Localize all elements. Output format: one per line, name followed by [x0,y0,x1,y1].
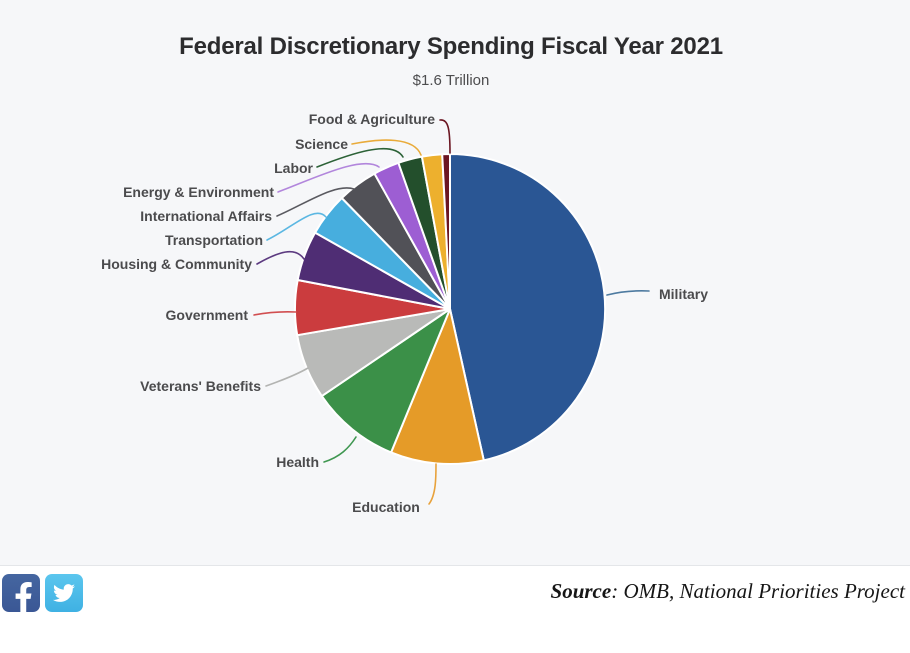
leader-line-military [606,290,650,296]
pie-slice-food-agriculture[interactable] [441,153,451,310]
leader-line-veterans-benefits [265,367,309,387]
slice-label-transportation: Transportation [165,232,263,248]
source-text: Source: OMB, National Priorities Project [551,579,905,604]
leader-line-housing-community [256,250,305,265]
pie-slice-education[interactable] [390,308,485,465]
leader-line-energy-environment [277,162,380,193]
slice-label-labor: Labor [274,160,313,176]
facebook-icon [15,582,32,612]
footer-bar: Source: OMB, National Priorities Project [0,565,910,653]
slice-label-international-affairs: International Affairs [140,208,272,224]
facebook-share-button[interactable] [2,574,40,612]
leader-line-science [351,139,422,156]
source-detail: : OMB, National Priorities Project [611,579,905,603]
pie-slice-military[interactable] [449,153,607,462]
slice-label-veterans-benefits: Veterans' Benefits [140,378,261,394]
twitter-share-button[interactable] [45,574,83,612]
slice-label-energy-environment: Energy & Environment [123,184,274,200]
slice-label-housing-community: Housing & Community [101,256,252,272]
leader-line-transportation [266,212,327,241]
leader-line-food-agriculture [439,119,451,154]
slice-label-food-agriculture: Food & Agriculture [309,111,435,127]
leader-line-international-affairs [276,187,355,217]
chart-subtitle: $1.6 Trillion [412,72,490,89]
social-buttons [2,574,83,612]
leader-line-labor [316,147,404,168]
leader-line-health [323,436,357,463]
slice-label-government: Government [166,307,249,323]
slice-label-military: Military [659,286,708,302]
slice-label-education: Education [352,499,420,515]
source-label: Source [550,579,612,603]
slice-label-health: Health [276,454,319,470]
leader-line-government [253,311,297,316]
twitter-icon [53,584,75,602]
pie-slice-health[interactable] [320,308,451,454]
leader-line-education [428,463,437,505]
chart-title: Federal Discretionary Spending Fiscal Ye… [179,33,723,60]
slice-label-science: Science [295,136,348,152]
pie-chart: Military Education Health Veterans' Benefit… [101,111,708,515]
